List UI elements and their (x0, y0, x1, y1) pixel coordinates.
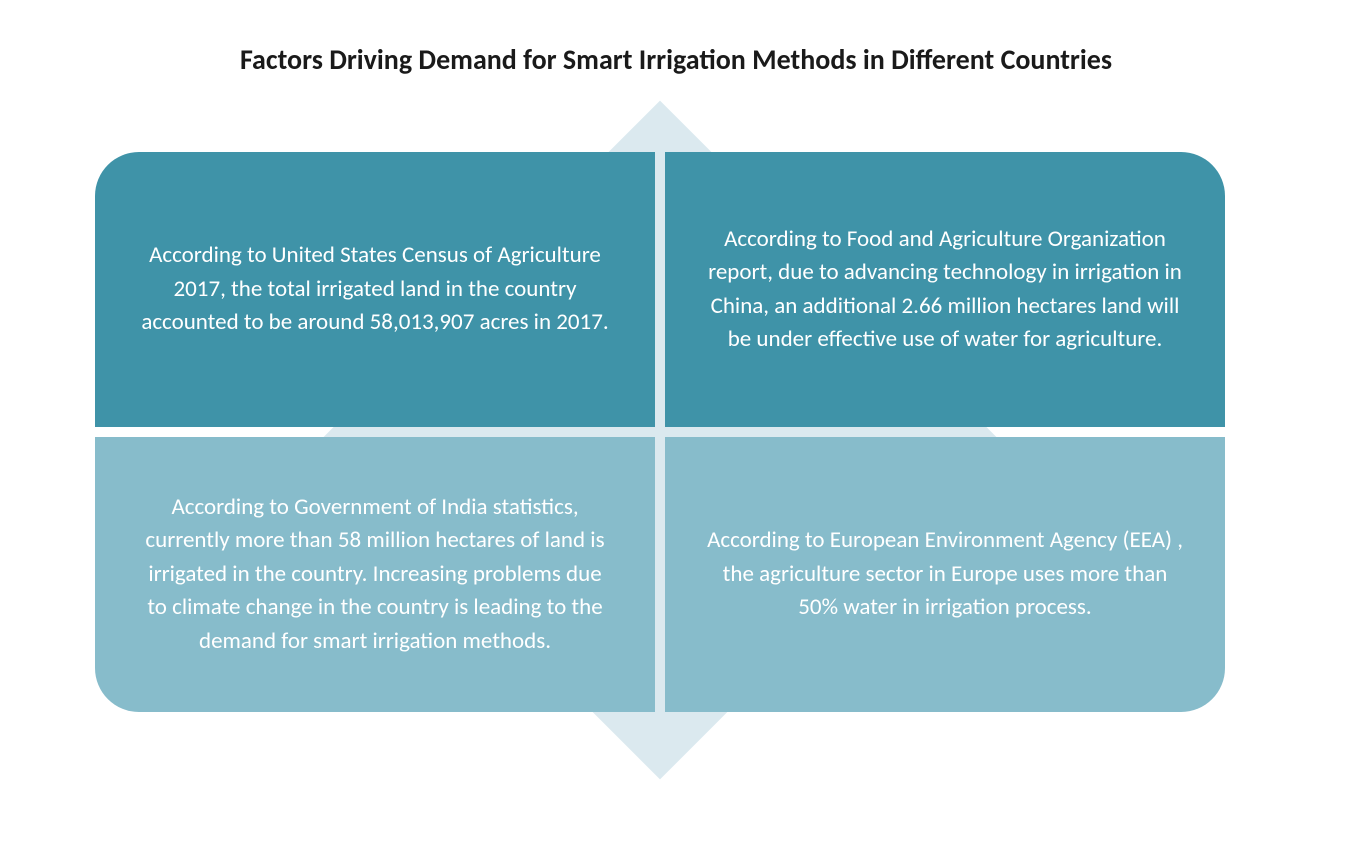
card-text: According to Food and Agriculture Organi… (707, 223, 1183, 356)
card-top-left: According to United States Census of Agr… (95, 152, 655, 427)
page-title: Factors Driving Demand for Smart Irrigat… (0, 42, 1352, 77)
card-text: According to Government of India statist… (137, 491, 613, 658)
card-grid: According to United States Census of Agr… (95, 152, 1225, 712)
card-text: According to United States Census of Agr… (137, 239, 613, 339)
card-top-right: According to Food and Agriculture Organi… (665, 152, 1225, 427)
card-text: According to European Environment Agency… (707, 524, 1183, 624)
card-bottom-left: According to Government of India statist… (95, 437, 655, 712)
card-bottom-right: According to European Environment Agency… (665, 437, 1225, 712)
